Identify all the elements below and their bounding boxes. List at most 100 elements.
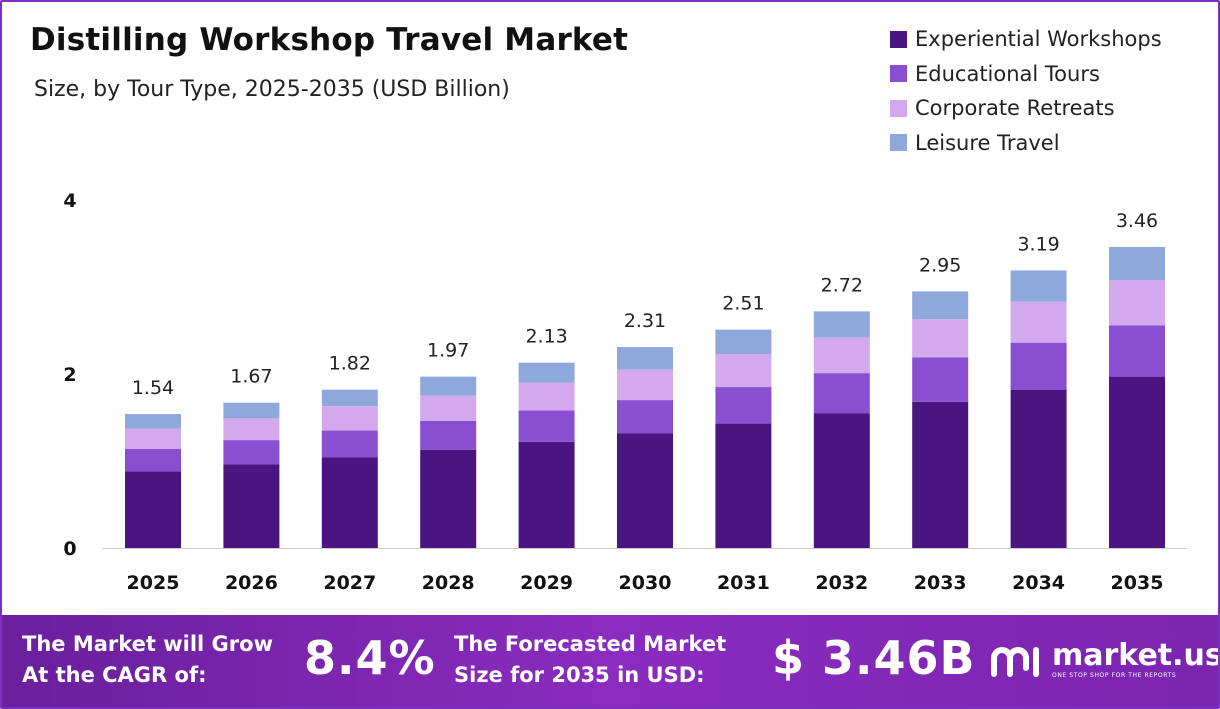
footer-banner: The Market will Grow At the CAGR of: 8.4…: [2, 615, 1218, 707]
bar-segment: [813, 337, 870, 374]
x-tick-label: 2025: [127, 572, 180, 594]
data-label: 2.13: [525, 326, 567, 348]
bar-segment: [813, 373, 870, 414]
bar-segment: [223, 418, 280, 441]
cagr-label-line2: At the CAGR of:: [22, 663, 207, 687]
x-tick-label: 2031: [717, 572, 770, 594]
data-label: 2.31: [624, 310, 666, 332]
bar-segment: [715, 329, 772, 354]
bar-segment: [813, 413, 870, 548]
data-label: 2.72: [821, 274, 863, 296]
data-label: 3.19: [1017, 233, 1059, 255]
x-tick-label: 2034: [1012, 572, 1065, 594]
bar-segment: [125, 471, 181, 548]
bar-segment: [912, 291, 969, 320]
legend-label: Educational Tours: [915, 61, 1100, 86]
bar-segment: [518, 410, 575, 442]
cagr-label-line1: The Market will Grow: [22, 632, 273, 656]
bar-segment: [420, 395, 477, 421]
bar-segment: [518, 441, 575, 548]
data-label: 3.46: [1116, 210, 1158, 232]
bar-segment: [1109, 246, 1165, 281]
x-tick-label: 2029: [520, 572, 573, 594]
bar-segment: [1109, 280, 1165, 326]
legend-swatch: [890, 30, 907, 48]
y-tick-label: 0: [63, 538, 76, 560]
data-label: 1.54: [132, 377, 174, 399]
bar-segment: [715, 387, 772, 424]
data-label: 1.82: [329, 353, 371, 375]
bar-segment: [518, 362, 575, 383]
bar-segment: [321, 406, 378, 431]
legend-swatch: [890, 65, 907, 83]
forecast-label-line1: The Forecasted Market: [454, 632, 727, 656]
bar-segment: [1010, 270, 1067, 302]
bar-segment: [1109, 325, 1165, 377]
bar-segment: [125, 414, 181, 429]
data-label: 2.95: [919, 254, 961, 276]
chart-title: Distilling Workshop Travel Market: [30, 22, 629, 58]
bar-segment: [321, 389, 378, 407]
market-us-logo-icon: [991, 647, 1039, 677]
brand-name: market.us: [1052, 638, 1220, 673]
bar-segment: [420, 449, 477, 548]
legend-swatch: [890, 99, 907, 117]
bar-segment: [1010, 342, 1067, 390]
y-tick-label: 2: [63, 364, 76, 386]
bar-segment: [617, 369, 673, 401]
bar-segment: [813, 311, 870, 338]
bar-segment: [321, 430, 378, 458]
y-tick-label: 4: [63, 190, 76, 212]
legend-swatch: [890, 134, 907, 152]
bar-segment: [125, 428, 181, 449]
bar-segment: [912, 401, 969, 548]
x-tick-label: 2027: [323, 572, 376, 594]
legend-item-educational-tours: Educational Tours: [890, 57, 1162, 92]
bar-segment: [1109, 376, 1165, 548]
data-label: 1.97: [427, 340, 469, 362]
brand-logo: market.us ONE STOP SHOP FOR THE REPORTS: [990, 638, 1220, 681]
bar-segment: [1010, 301, 1067, 343]
x-tick-label: 2030: [619, 572, 672, 594]
bar-segment: [420, 420, 477, 450]
forecast-value: $ 3.46B: [772, 631, 976, 685]
x-tick-label: 2028: [422, 572, 475, 594]
data-label: 1.67: [230, 366, 272, 388]
cagr-value: 8.4%: [304, 631, 436, 685]
bar-segment: [420, 376, 477, 396]
legend-item-experiential-workshops: Experiential Workshops: [890, 22, 1162, 57]
bar-segment: [617, 347, 673, 370]
brand-tagline: ONE STOP SHOP FOR THE REPORTS: [1052, 672, 1177, 679]
bar-segment: [715, 423, 772, 548]
stacked-bar-chart: 0 2 4 1.54 2025 1.67 2026 1.82 2027 1.97 2028 2.13 2…: [63, 190, 1187, 594]
bar-segment: [912, 357, 969, 402]
legend-item-corporate-retreats: Corporate Retreats: [890, 91, 1162, 126]
x-tick-label: 2035: [1111, 572, 1164, 594]
bar-segment: [715, 353, 772, 388]
bar-segment: [617, 400, 673, 434]
bar-segment: [617, 433, 673, 548]
bar-segment: [321, 457, 378, 548]
brand-text: market.us ONE STOP SHOP FOR THE REPORTS: [1052, 638, 1220, 681]
legend-label: Leisure Travel: [915, 130, 1060, 155]
forecast-label-line2: Size for 2035 in USD:: [454, 663, 705, 687]
x-tick-label: 2032: [815, 572, 868, 594]
x-tick-label: 2033: [914, 572, 967, 594]
bar-segment: [1010, 389, 1067, 548]
legend-item-leisure-travel: Leisure Travel: [890, 126, 1162, 161]
data-label: 2.51: [722, 293, 764, 315]
forecast-label: The Forecasted Market Size for 2035 in U…: [454, 629, 726, 691]
bar-segment: [518, 382, 575, 411]
chart-subtitle: Size, by Tour Type, 2025-2035 (USD Billi…: [34, 77, 510, 102]
bar-segment: [912, 319, 969, 358]
bar-segment: [223, 464, 280, 548]
cagr-label: The Market will Grow At the CAGR of:: [22, 629, 273, 691]
bar-segment: [223, 440, 280, 465]
legend-label: Corporate Retreats: [915, 96, 1115, 121]
legend-label: Experiential Workshops: [915, 27, 1162, 52]
bar-segment: [223, 402, 280, 419]
x-tick-label: 2026: [225, 572, 278, 594]
legend: Experiential Workshops Educational Tours…: [890, 22, 1162, 160]
bar-segment: [125, 448, 181, 472]
